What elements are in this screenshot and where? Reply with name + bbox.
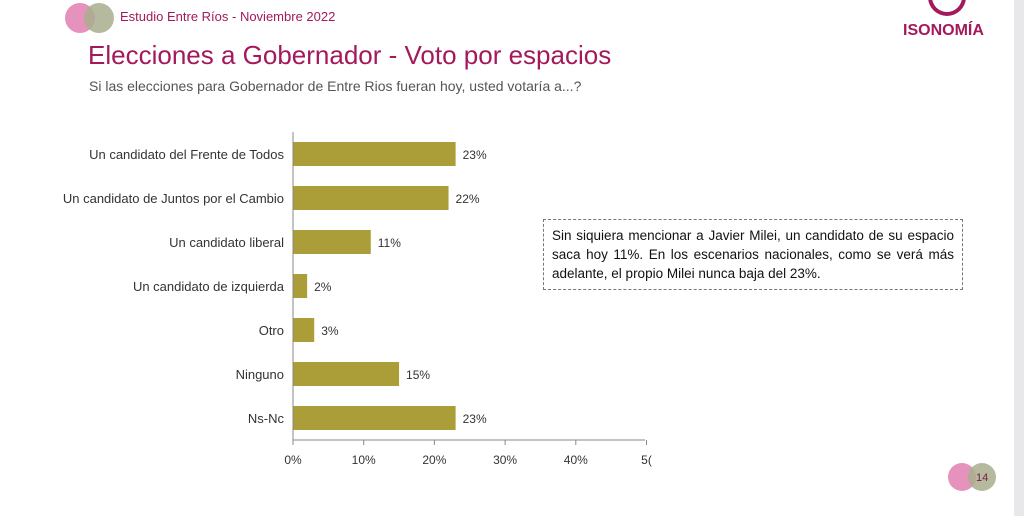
brand-logo-text: ISONOMÍA [903,22,984,39]
annotation-box: Sin siquiera mencionar a Javier Milei, u… [543,219,963,290]
bar [293,274,308,298]
value-label: 23% [463,412,487,426]
page-title: Elecciones a Gobernador - Voto por espac… [88,40,612,70]
page-subtitle: Si las elecciones para Gobernador de Ent… [89,78,582,94]
x-tick-label: 40% [564,453,588,467]
category-label: Ninguno [236,367,284,382]
value-label: 11% [378,236,401,250]
bar [293,142,456,166]
category-label: Un candidato de izquierda [133,279,285,294]
category-label: Un candidato del Frente de Todos [89,147,284,162]
bar [293,406,456,430]
x-tick-label: 20% [422,453,446,467]
value-label: 23% [463,148,487,162]
bar [293,186,449,210]
x-tick-label: 30% [493,453,517,467]
category-label: Un candidato liberal [169,235,284,250]
category-label: Un candidato de Juntos por el Cambio [63,191,284,206]
x-tick-label: 0% [284,453,302,467]
category-label: Ns-Nc [248,411,285,426]
bar [293,318,315,342]
page-number: 14 [976,472,989,484]
study-header: Estudio Entre Ríos - Noviembre 2022 [120,9,336,24]
x-tick-label: 5( [641,453,652,467]
logo-circle-green-icon [84,3,114,33]
footer-circle-green-icon [968,463,996,491]
value-label: 15% [406,368,430,382]
value-label: 22% [456,192,480,206]
value-label: 3% [321,324,339,338]
bar [293,362,400,386]
x-tick-label: 10% [352,453,376,467]
category-label: Otro [259,323,284,338]
value-label: 2% [314,280,332,294]
bar [293,230,371,254]
slide-edge [1014,0,1024,516]
